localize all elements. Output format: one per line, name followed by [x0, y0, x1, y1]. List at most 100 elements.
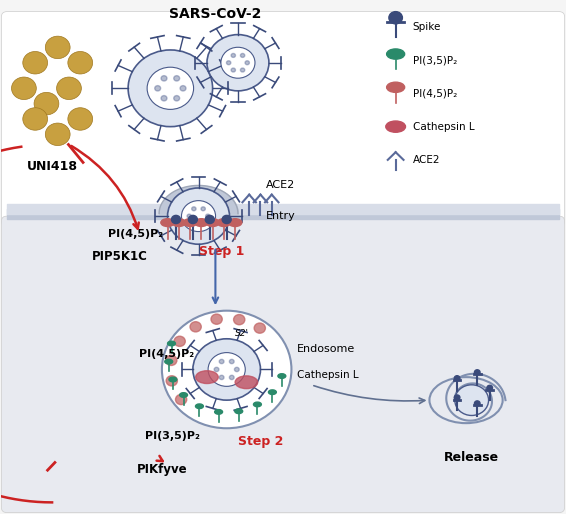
- Circle shape: [205, 214, 210, 218]
- Circle shape: [161, 76, 167, 81]
- Ellipse shape: [195, 218, 208, 227]
- Ellipse shape: [278, 374, 286, 378]
- Ellipse shape: [235, 409, 243, 414]
- Ellipse shape: [229, 218, 242, 227]
- Ellipse shape: [172, 218, 186, 227]
- Circle shape: [166, 376, 177, 386]
- Ellipse shape: [179, 393, 187, 397]
- Text: PIP5K1C: PIP5K1C: [92, 250, 147, 264]
- Ellipse shape: [215, 410, 222, 414]
- Text: PI(3,5)P₂: PI(3,5)P₂: [145, 431, 200, 441]
- Circle shape: [175, 394, 187, 405]
- Circle shape: [171, 215, 181, 224]
- Circle shape: [214, 368, 219, 372]
- Ellipse shape: [195, 404, 203, 409]
- Circle shape: [231, 53, 235, 58]
- Text: UNI418: UNI418: [27, 160, 78, 173]
- Circle shape: [188, 215, 198, 224]
- Text: PI(4,5)P₂: PI(4,5)P₂: [109, 229, 164, 239]
- Circle shape: [23, 108, 48, 130]
- Ellipse shape: [387, 49, 405, 59]
- Text: Step 1: Step 1: [199, 245, 244, 259]
- Circle shape: [234, 315, 245, 325]
- Circle shape: [34, 93, 59, 115]
- Circle shape: [192, 222, 196, 225]
- Circle shape: [68, 51, 93, 74]
- Ellipse shape: [254, 402, 261, 407]
- Circle shape: [161, 96, 167, 101]
- Circle shape: [68, 108, 93, 130]
- Circle shape: [187, 214, 191, 218]
- Text: ACE2: ACE2: [413, 155, 440, 165]
- Ellipse shape: [386, 121, 405, 132]
- Circle shape: [226, 61, 231, 65]
- Text: PI(4,5)P₂: PI(4,5)P₂: [413, 88, 457, 98]
- Text: Cathepsin L: Cathepsin L: [413, 122, 474, 132]
- Circle shape: [234, 368, 239, 372]
- Ellipse shape: [168, 341, 175, 346]
- Text: Spike: Spike: [413, 22, 441, 32]
- Ellipse shape: [235, 376, 258, 389]
- Ellipse shape: [161, 218, 174, 227]
- Ellipse shape: [268, 390, 276, 394]
- Circle shape: [11, 77, 36, 100]
- Circle shape: [208, 353, 245, 387]
- Circle shape: [174, 336, 185, 346]
- Ellipse shape: [165, 359, 173, 364]
- Circle shape: [254, 323, 265, 333]
- Text: PIKfyve: PIKfyve: [136, 463, 187, 475]
- Circle shape: [487, 386, 492, 391]
- Circle shape: [128, 50, 213, 126]
- Circle shape: [190, 322, 201, 332]
- Circle shape: [241, 68, 245, 72]
- Ellipse shape: [206, 218, 219, 227]
- Text: S2': S2': [235, 329, 249, 338]
- Circle shape: [57, 77, 82, 100]
- FancyBboxPatch shape: [1, 216, 565, 512]
- FancyBboxPatch shape: [1, 12, 565, 226]
- Circle shape: [389, 12, 402, 24]
- Circle shape: [180, 86, 186, 91]
- Circle shape: [182, 200, 216, 232]
- Text: Entry: Entry: [266, 211, 296, 221]
- Circle shape: [147, 67, 194, 109]
- Circle shape: [23, 51, 48, 74]
- Circle shape: [192, 207, 196, 211]
- Circle shape: [174, 76, 179, 81]
- Circle shape: [455, 385, 488, 415]
- Circle shape: [241, 53, 245, 58]
- Circle shape: [45, 36, 70, 59]
- Circle shape: [45, 123, 70, 145]
- Text: Release: Release: [444, 451, 499, 464]
- Text: Endosome: Endosome: [297, 344, 355, 354]
- Circle shape: [162, 310, 291, 428]
- Circle shape: [201, 207, 205, 211]
- Circle shape: [474, 370, 480, 375]
- Text: ACE2: ACE2: [266, 180, 295, 190]
- Circle shape: [174, 96, 179, 101]
- Circle shape: [229, 359, 234, 363]
- Circle shape: [474, 401, 480, 406]
- Text: SARS-CoV-2: SARS-CoV-2: [169, 7, 261, 21]
- Circle shape: [231, 68, 235, 72]
- Circle shape: [205, 215, 215, 224]
- Circle shape: [219, 375, 224, 379]
- Circle shape: [454, 395, 460, 400]
- Circle shape: [193, 339, 260, 400]
- Circle shape: [245, 61, 250, 65]
- Circle shape: [222, 215, 231, 224]
- Circle shape: [207, 34, 269, 91]
- Ellipse shape: [217, 218, 230, 227]
- Ellipse shape: [169, 377, 177, 382]
- Text: PI(3,5)P₂: PI(3,5)P₂: [413, 55, 457, 65]
- Circle shape: [221, 47, 255, 78]
- Ellipse shape: [387, 82, 405, 93]
- Circle shape: [168, 188, 229, 244]
- Circle shape: [211, 314, 222, 324]
- Text: Step 2: Step 2: [238, 434, 284, 448]
- Ellipse shape: [196, 371, 218, 383]
- Circle shape: [166, 355, 177, 365]
- Text: PI(4,5)P₂: PI(4,5)P₂: [139, 349, 195, 359]
- Circle shape: [229, 375, 234, 379]
- Circle shape: [155, 86, 161, 91]
